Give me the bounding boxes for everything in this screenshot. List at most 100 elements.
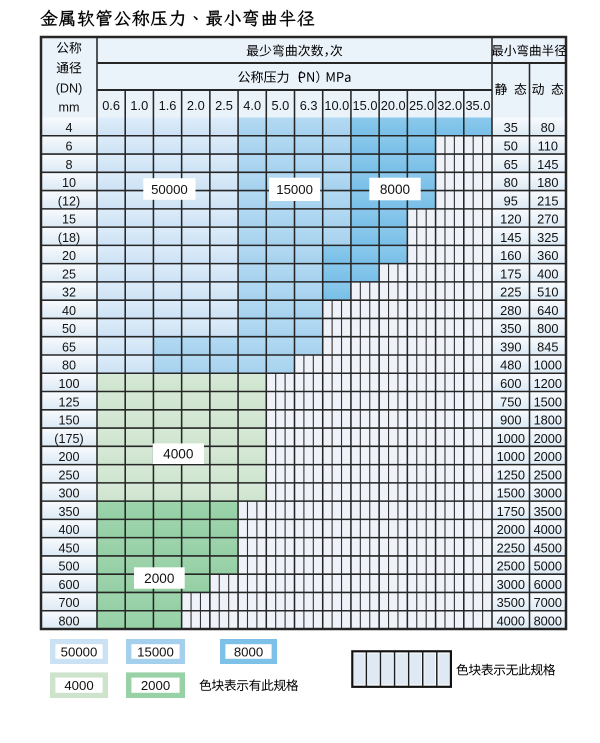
svg-text:640: 640 bbox=[537, 303, 558, 318]
svg-text:600: 600 bbox=[500, 376, 521, 391]
svg-text:215: 215 bbox=[537, 193, 558, 208]
svg-text:(175): (175) bbox=[54, 432, 83, 446]
svg-text:35: 35 bbox=[504, 120, 518, 135]
svg-text:95: 95 bbox=[504, 193, 518, 208]
svg-text:500: 500 bbox=[58, 560, 79, 574]
svg-text:2000: 2000 bbox=[144, 571, 175, 586]
svg-text:180: 180 bbox=[537, 175, 558, 190]
svg-text:6000: 6000 bbox=[534, 577, 562, 592]
svg-text:50000: 50000 bbox=[61, 644, 98, 659]
svg-text:1.0: 1.0 bbox=[130, 98, 148, 113]
svg-text:35.0: 35.0 bbox=[465, 98, 490, 113]
svg-text:750: 750 bbox=[500, 394, 521, 409]
svg-text:7000: 7000 bbox=[534, 595, 562, 610]
svg-text:40: 40 bbox=[62, 304, 76, 318]
svg-text:4000: 4000 bbox=[497, 614, 525, 629]
svg-text:800: 800 bbox=[58, 615, 79, 629]
svg-text:3000: 3000 bbox=[497, 577, 525, 592]
svg-text:50: 50 bbox=[504, 139, 518, 154]
svg-text:1500: 1500 bbox=[497, 486, 525, 501]
svg-text:32.0: 32.0 bbox=[437, 98, 462, 113]
svg-text:845: 845 bbox=[537, 339, 558, 354]
svg-text:4.0: 4.0 bbox=[243, 98, 261, 113]
svg-text:600: 600 bbox=[58, 578, 79, 592]
svg-text:50: 50 bbox=[62, 322, 76, 336]
svg-text:100: 100 bbox=[58, 377, 79, 391]
svg-text:1750: 1750 bbox=[497, 504, 525, 519]
svg-text:2000: 2000 bbox=[534, 431, 562, 446]
svg-text:15: 15 bbox=[62, 213, 76, 227]
svg-text:160: 160 bbox=[500, 248, 521, 263]
svg-text:2.0: 2.0 bbox=[187, 98, 205, 113]
svg-text:2000: 2000 bbox=[141, 678, 170, 693]
svg-text:120: 120 bbox=[500, 212, 521, 227]
svg-text:10.0: 10.0 bbox=[324, 98, 349, 113]
svg-text:2500: 2500 bbox=[497, 559, 525, 574]
svg-text:200: 200 bbox=[58, 450, 79, 464]
svg-text:8000: 8000 bbox=[380, 182, 411, 197]
svg-text:4000: 4000 bbox=[163, 447, 194, 462]
svg-text:2000: 2000 bbox=[534, 449, 562, 464]
svg-text:700: 700 bbox=[58, 596, 79, 610]
svg-text:280: 280 bbox=[500, 303, 521, 318]
svg-text:270: 270 bbox=[537, 212, 558, 227]
svg-text:65: 65 bbox=[62, 340, 76, 354]
svg-text:10: 10 bbox=[62, 176, 76, 190]
svg-text:510: 510 bbox=[537, 285, 558, 300]
svg-text:450: 450 bbox=[58, 541, 79, 555]
svg-text:(12): (12) bbox=[58, 194, 80, 208]
svg-text:4000: 4000 bbox=[534, 522, 562, 537]
svg-text:50000: 50000 bbox=[151, 182, 188, 197]
svg-text:390: 390 bbox=[500, 339, 521, 354]
svg-text:125: 125 bbox=[58, 395, 79, 409]
svg-text:4: 4 bbox=[65, 121, 72, 135]
svg-text:2250: 2250 bbox=[497, 540, 525, 555]
svg-text:300: 300 bbox=[58, 487, 79, 501]
svg-text:mm: mm bbox=[59, 100, 80, 114]
svg-text:1250: 1250 bbox=[497, 467, 525, 482]
svg-text:1500: 1500 bbox=[534, 394, 562, 409]
svg-text:25.0: 25.0 bbox=[409, 98, 434, 113]
svg-text:1800: 1800 bbox=[534, 413, 562, 428]
svg-text:8000: 8000 bbox=[234, 644, 263, 659]
svg-text:145: 145 bbox=[500, 230, 521, 245]
svg-text:110: 110 bbox=[538, 139, 558, 154]
svg-text:2.5: 2.5 bbox=[215, 98, 233, 113]
svg-text:400: 400 bbox=[58, 523, 79, 537]
svg-text:360: 360 bbox=[537, 248, 558, 263]
svg-text:2000: 2000 bbox=[497, 522, 525, 537]
svg-text:20.0: 20.0 bbox=[381, 98, 406, 113]
svg-text:8000: 8000 bbox=[534, 614, 562, 629]
svg-text:15000: 15000 bbox=[276, 182, 313, 197]
svg-text:25: 25 bbox=[62, 267, 76, 281]
svg-text:1.6: 1.6 bbox=[159, 98, 177, 113]
svg-text:(18): (18) bbox=[58, 231, 80, 245]
svg-text:3500: 3500 bbox=[534, 504, 562, 519]
svg-text:6.3: 6.3 bbox=[300, 98, 318, 113]
svg-text:5000: 5000 bbox=[534, 559, 562, 574]
svg-text:1000: 1000 bbox=[534, 358, 562, 373]
svg-text:6: 6 bbox=[65, 140, 72, 154]
svg-text:8: 8 bbox=[65, 158, 72, 172]
svg-text:65: 65 bbox=[504, 157, 518, 172]
svg-text:900: 900 bbox=[500, 413, 521, 428]
svg-text:175: 175 bbox=[500, 266, 521, 281]
svg-text:400: 400 bbox=[537, 266, 558, 281]
svg-text:5.0: 5.0 bbox=[272, 98, 290, 113]
svg-text:145: 145 bbox=[537, 157, 558, 172]
svg-text:80: 80 bbox=[541, 120, 555, 135]
svg-text:32: 32 bbox=[62, 286, 76, 300]
svg-text:1000: 1000 bbox=[497, 431, 525, 446]
svg-text:350: 350 bbox=[58, 505, 79, 519]
svg-text:15.0: 15.0 bbox=[353, 98, 378, 113]
svg-text:2500: 2500 bbox=[534, 467, 562, 482]
svg-text:15000: 15000 bbox=[137, 644, 174, 659]
svg-text:480: 480 bbox=[500, 358, 521, 373]
svg-text:3000: 3000 bbox=[534, 486, 562, 501]
svg-text:350: 350 bbox=[500, 321, 521, 336]
svg-text:4500: 4500 bbox=[534, 540, 562, 555]
svg-text:(DN): (DN) bbox=[56, 81, 83, 95]
svg-text:250: 250 bbox=[58, 468, 79, 482]
svg-text:1000: 1000 bbox=[497, 449, 525, 464]
svg-text:0.6: 0.6 bbox=[102, 98, 120, 113]
